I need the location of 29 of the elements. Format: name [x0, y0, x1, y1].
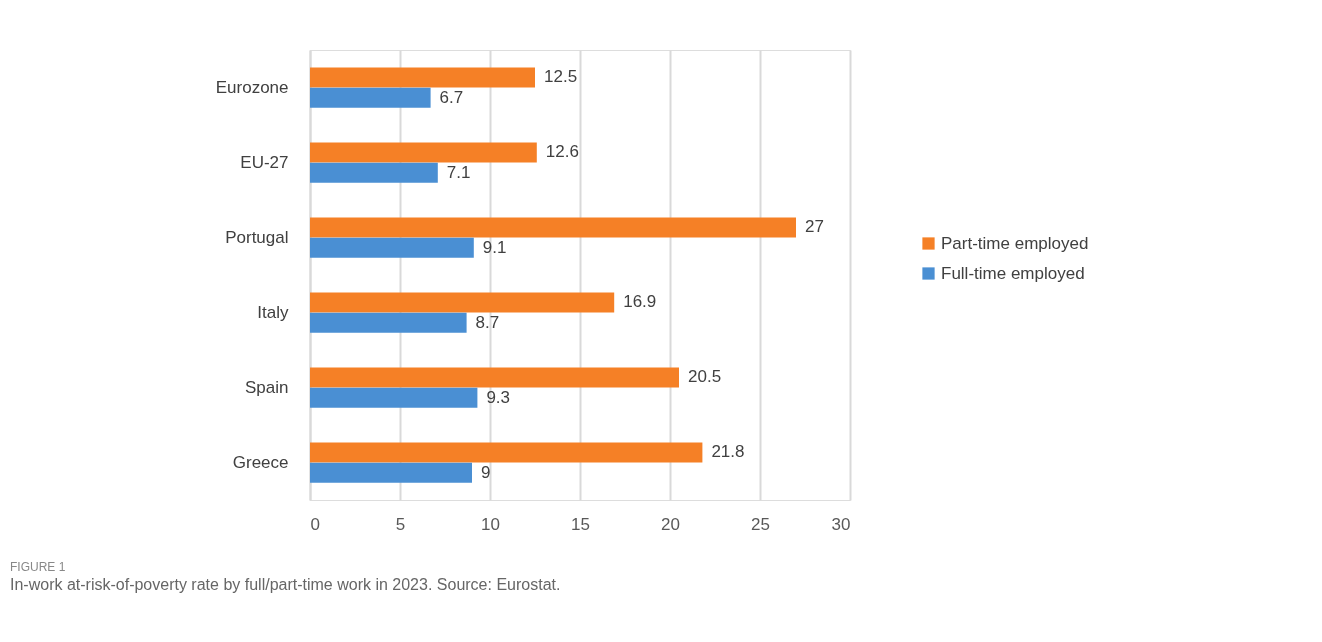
x-tick-label: 5 — [395, 514, 406, 534]
y-tick-label: Spain — [245, 377, 289, 397]
data-label: 21.8 — [711, 442, 745, 462]
data-label: 20.5 — [688, 367, 722, 387]
y-tick-label: Eurozone — [215, 77, 289, 97]
x-tick-label: 20 — [661, 514, 680, 534]
legend-label: Full-time employed — [941, 263, 1085, 283]
x-tick-label: 25 — [751, 514, 770, 534]
data-label: 6.7 — [439, 87, 464, 107]
data-label: 16.9 — [623, 292, 657, 312]
caption: FIGURE 1 — [10, 560, 66, 574]
x-tick-label: 15 — [571, 514, 590, 534]
y-tick-label: Greece — [232, 452, 289, 472]
data-label: 7.1 — [446, 162, 471, 182]
data-label: 12.5 — [544, 67, 578, 87]
data-label: 9 — [481, 462, 491, 482]
data-label: 9.1 — [482, 237, 507, 257]
data-label: 12.6 — [545, 142, 579, 162]
data-label: 9.3 — [486, 387, 511, 407]
x-tick-label: 0 — [310, 514, 320, 534]
y-tick-label: Italy — [257, 302, 289, 322]
x-tick-label: 30 — [831, 514, 851, 534]
text: In-work at-risk-of-poverty rate by full/part-time work in 2023. Source: Eurostat. — [10, 576, 561, 593]
data-label: 27 — [805, 217, 824, 237]
x-tick-label: 10 — [481, 514, 500, 534]
legend-label: Part-time employed — [941, 233, 1089, 253]
y-tick-label: Portugal — [225, 227, 289, 247]
data-label: 8.7 — [475, 312, 500, 332]
y-tick-label: EU-27 — [240, 152, 289, 172]
